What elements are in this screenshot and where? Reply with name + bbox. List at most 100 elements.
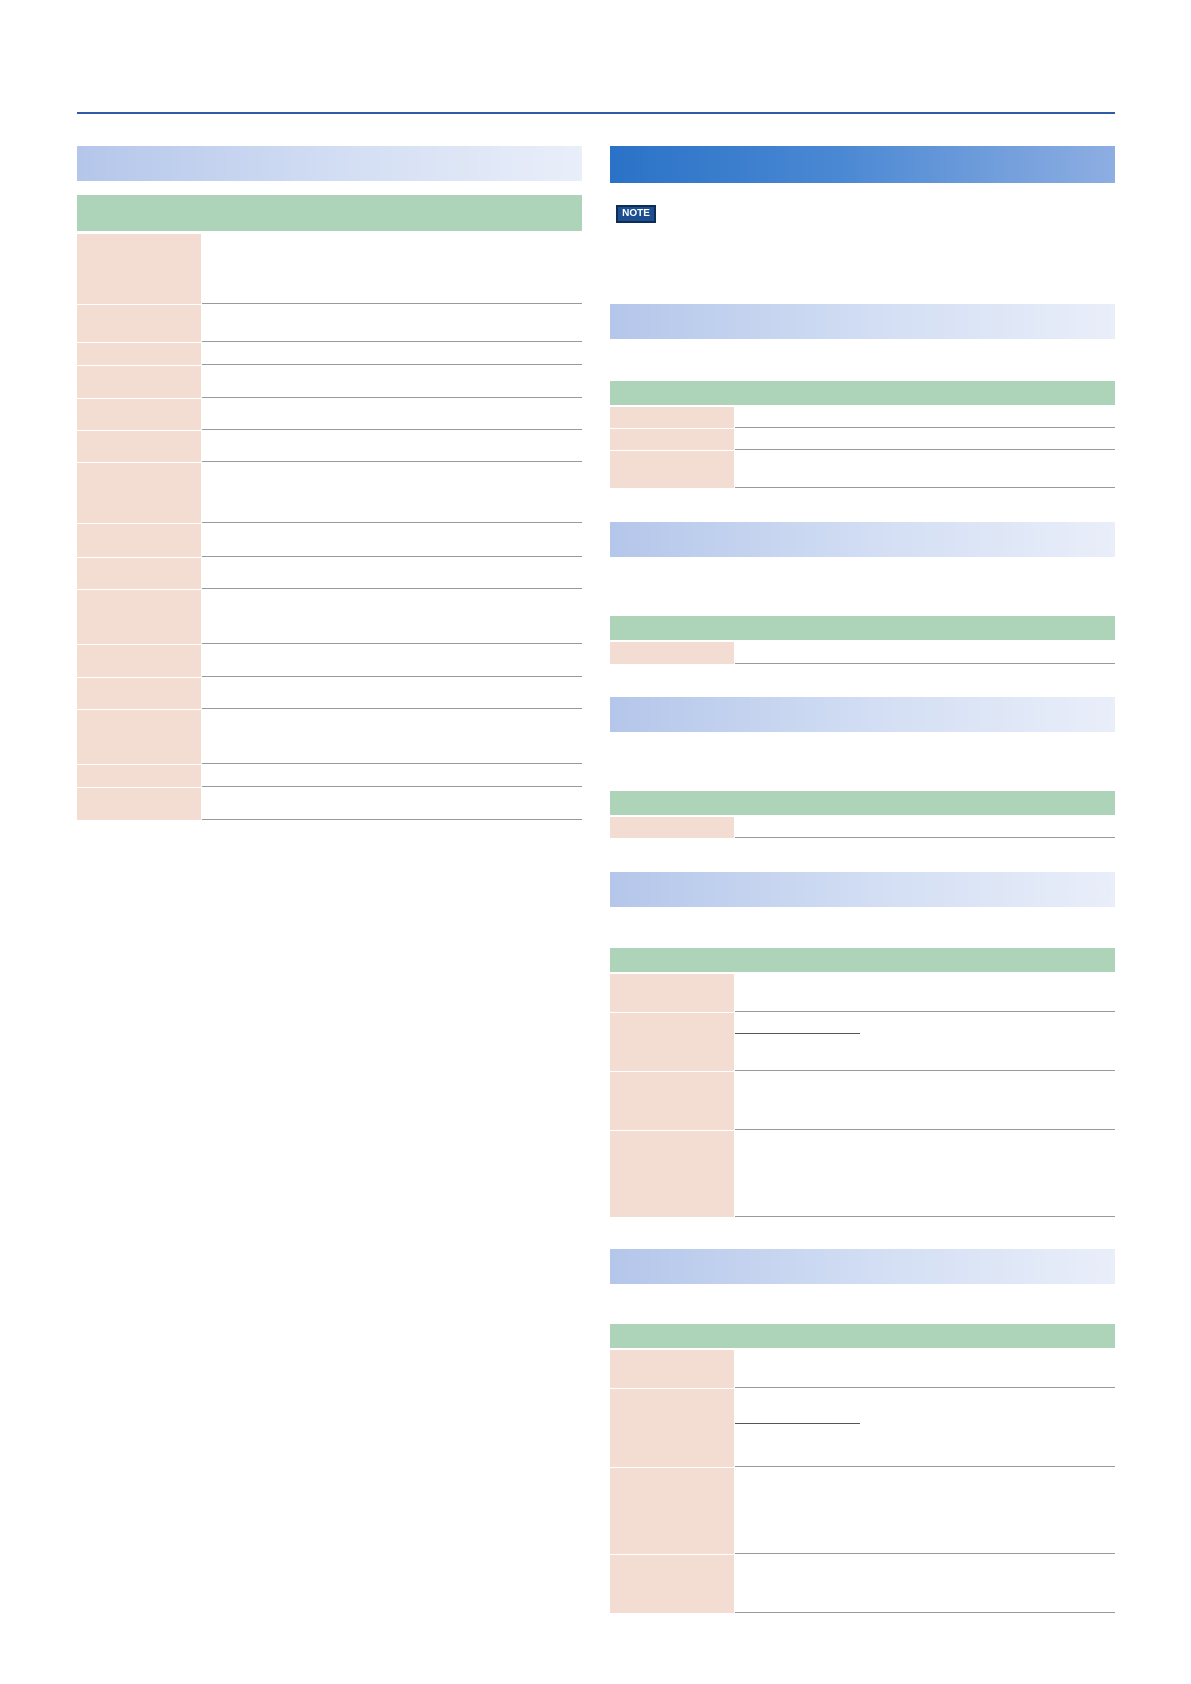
table-row [77,678,582,709]
table-row [610,642,1115,664]
table-row [77,366,582,398]
table-header [610,616,1115,640]
row-key-cell [610,451,734,488]
parameter-table [610,817,1115,838]
row-key-cell [77,788,201,820]
table-row [77,558,582,589]
row-key-cell [77,765,201,787]
row-value-cell [735,642,1115,664]
parameter-table [610,1350,1115,1613]
table-row [77,399,582,430]
parameter-table [610,407,1115,488]
chapter-heading-bar [610,146,1115,183]
row-key-cell [77,366,201,398]
parameter-table [610,642,1115,664]
row-key-cell [610,642,734,664]
table-header [610,381,1115,405]
row-key-cell [610,817,734,838]
row-value-cell [202,765,582,787]
table-row [610,429,1115,450]
row-value-cell [202,366,582,398]
section-4 [610,872,1115,1217]
table-row [610,451,1115,488]
row-value-cell [735,1072,1115,1130]
row-key-cell [77,234,201,304]
note-badge: NOTE [616,205,656,223]
row-key-cell [610,1468,734,1554]
row-value-cell [202,645,582,677]
table-row [77,431,582,462]
table-row [77,590,582,644]
row-value-cell [202,343,582,365]
row-value-cell [735,1389,1115,1467]
parameter-table [77,234,582,820]
row-key-cell [77,431,201,462]
table-row [77,234,582,304]
table-header [610,791,1115,815]
row-key-cell [77,590,201,644]
table-row [77,710,582,764]
row-key-cell [610,1072,734,1130]
row-value-cell [735,451,1115,488]
table-row [77,305,582,342]
right-column: NOTE [610,146,1115,1613]
row-key-cell [610,1555,734,1613]
row-key-cell [610,429,734,450]
table-row [610,1389,1115,1467]
inner-divider [735,1033,860,1034]
row-key-cell [77,463,201,523]
table-row [77,343,582,365]
row-value-cell [202,305,582,342]
table-row [610,1072,1115,1130]
table-header [77,195,582,231]
parameter-table [610,974,1115,1217]
table-row [77,463,582,523]
row-key-cell [610,1389,734,1467]
table-header [610,1324,1115,1348]
table-row [610,974,1115,1012]
row-value-cell [735,1013,1115,1071]
left-column [77,146,582,820]
row-key-cell [610,1131,734,1217]
table-row [610,817,1115,838]
row-value-cell [735,429,1115,450]
row-value-cell [202,678,582,709]
table-row [77,524,582,557]
table-row [610,1013,1115,1071]
row-value-cell [202,710,582,764]
inner-divider [735,1423,860,1424]
row-value-cell [202,558,582,589]
row-value-cell [735,407,1115,428]
section-2 [610,522,1115,664]
row-value-cell [735,1131,1115,1217]
row-value-cell [202,788,582,820]
row-key-cell [610,1350,734,1388]
row-key-cell [77,558,201,589]
table-row [77,788,582,820]
row-key-cell [77,678,201,709]
row-value-cell [735,1468,1115,1554]
section-heading-bar [610,1249,1115,1284]
row-value-cell [202,234,582,304]
table-row [610,1555,1115,1613]
row-key-cell [77,524,201,557]
row-key-cell [77,305,201,342]
table-row [610,1131,1115,1217]
row-key-cell [77,645,201,677]
section-3 [610,697,1115,838]
row-key-cell [610,974,734,1012]
table-row [77,765,582,787]
row-key-cell [77,343,201,365]
row-value-cell [202,431,582,462]
section-heading-bar [610,872,1115,907]
row-value-cell [202,590,582,644]
table-row [610,407,1115,428]
row-value-cell [735,1350,1115,1388]
row-key-cell [77,710,201,764]
row-value-cell [202,399,582,430]
row-value-cell [735,974,1115,1012]
row-key-cell [610,407,734,428]
row-value-cell [735,1555,1115,1613]
section-1 [610,304,1115,488]
row-value-cell [735,817,1115,838]
